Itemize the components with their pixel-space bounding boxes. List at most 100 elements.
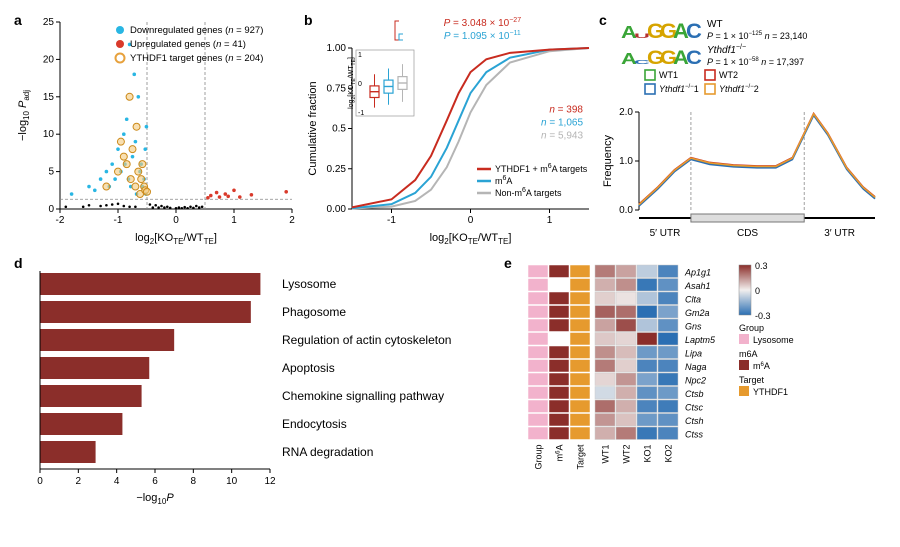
svg-text:8: 8 (191, 476, 197, 487)
svg-text:C: C (686, 47, 702, 69)
svg-text:P = 1 × 10−125 n = 23,140: P = 1 × 10−125 n = 23,140 (707, 31, 807, 41)
panel-b: b -1010.000.250.50.751.00log2[KOTE/WTTE]… (302, 12, 597, 247)
svg-text:YTHDF1: YTHDF1 (753, 387, 788, 397)
svg-text:0: 0 (358, 81, 362, 88)
panel-a: a -2-10120510152025log2[KOTE/WTTE]−log10… (12, 12, 302, 247)
svg-text:4: 4 (114, 476, 120, 487)
svg-text:10: 10 (226, 476, 238, 487)
svg-text:RNA degradation: RNA degradation (282, 445, 373, 459)
svg-text:0.75: 0.75 (327, 83, 347, 94)
svg-text:Apoptosis: Apoptosis (282, 361, 335, 375)
svg-text:Target: Target (739, 375, 765, 385)
panel-e: e Ap1g1Asah1CltaGm2aGnsLaptm5LipaNagaNpc… (502, 255, 887, 510)
svg-text:Downregulated genes (n = 927): Downregulated genes (n = 927) (130, 25, 263, 36)
svg-text:P = 3.048 × 10−27: P = 3.048 × 10−27 (444, 17, 522, 29)
svg-text:0: 0 (48, 204, 54, 215)
svg-text:1: 1 (547, 215, 553, 226)
svg-text:log2[KOTE/WTTE]: log2[KOTE/WTTE] (348, 57, 357, 109)
svg-text:Ythdf1−/−: Ythdf1−/− (707, 44, 746, 56)
svg-text:WT1: WT1 (601, 445, 611, 464)
svg-text:0: 0 (755, 286, 760, 296)
svg-text:2: 2 (289, 215, 295, 226)
pathway-bar-chart: Lysosome Phagosome Regulation of actin cyt… (12, 255, 502, 510)
svg-text:m6A: m6A (495, 175, 512, 186)
ecdf-plot: -1010.000.250.50.751.00log2[KOTE/WTTE]Cu… (302, 12, 597, 247)
svg-text:Ythdf1−/−2: Ythdf1−/−2 (719, 84, 759, 94)
svg-text:1.0: 1.0 (619, 156, 633, 167)
svg-text:0: 0 (173, 215, 179, 226)
svg-text:Ctsb: Ctsb (685, 389, 704, 399)
svg-text:-1: -1 (387, 215, 396, 226)
svg-text:1: 1 (231, 215, 237, 226)
svg-text:log2[KOTE/WTTE]: log2[KOTE/WTTE] (430, 232, 512, 246)
svg-text:YTHDF1 + m6A targets: YTHDF1 + m6A targets (495, 163, 588, 174)
svg-text:Endocytosis: Endocytosis (282, 417, 347, 431)
svg-text:KO1: KO1 (643, 445, 653, 463)
svg-text:Ap1g1: Ap1g1 (684, 268, 711, 278)
svg-text:Ctss: Ctss (685, 430, 704, 440)
metagene-plot: AUGGACACGGACWTP = 1 × 10−125 n = 23,140Y… (597, 12, 887, 247)
svg-text:Ctsc: Ctsc (685, 403, 704, 413)
svg-text:0.25: 0.25 (327, 164, 347, 175)
svg-text:5: 5 (48, 167, 54, 178)
svg-text:6: 6 (152, 476, 158, 487)
panel-d: d Lysosome Phagosome Regulation of actin c… (12, 255, 502, 510)
volcano-plot: -2-10120510152025log2[KOTE/WTTE]−log10 P… (12, 12, 302, 247)
svg-text:C: C (686, 19, 702, 42)
svg-text:Phagosome: Phagosome (282, 305, 346, 319)
svg-text:Chemokine signalling pathway: Chemokine signalling pathway (282, 389, 444, 403)
panel-e-label: e (504, 255, 512, 271)
svg-text:Upregulated genes (n = 41): Upregulated genes (n = 41) (130, 39, 246, 50)
svg-text:Group: Group (534, 445, 544, 470)
svg-text:Group: Group (739, 323, 764, 333)
panel-a-label: a (14, 12, 22, 28)
svg-text:log2[KOTE/WTTE]: log2[KOTE/WTTE] (135, 232, 217, 246)
svg-text:KO2: KO2 (664, 445, 674, 463)
svg-text:WT2: WT2 (719, 70, 738, 80)
svg-text:10: 10 (43, 129, 55, 140)
panel-c: c AUGGACACGGACWTP = 1 × 10−125 n = 23,14… (597, 12, 887, 247)
svg-text:Laptm5: Laptm5 (685, 335, 716, 345)
svg-text:-2: -2 (56, 215, 65, 226)
svg-text:Lysosome: Lysosome (753, 335, 794, 345)
svg-text:n = 398: n = 398 (549, 104, 583, 115)
svg-text:WT: WT (707, 19, 723, 30)
svg-text:20: 20 (43, 54, 55, 65)
svg-text:5′ UTR: 5′ UTR (650, 228, 681, 239)
svg-text:YTHDF1 target genes (n = 204): YTHDF1 target genes (n = 204) (130, 53, 263, 64)
svg-text:CDS: CDS (737, 228, 758, 239)
heatmap: Ap1g1Asah1CltaGm2aGnsLaptm5LipaNagaNpc2C… (502, 255, 887, 510)
svg-text:0.0: 0.0 (619, 205, 633, 216)
svg-text:0.3: 0.3 (755, 261, 768, 271)
svg-text:m6A: m6A (753, 361, 770, 371)
svg-text:1.00: 1.00 (327, 43, 347, 54)
svg-text:−log10 Padj: −log10 Padj (17, 90, 31, 141)
svg-text:0: 0 (37, 476, 43, 487)
svg-text:Npc2: Npc2 (685, 376, 706, 386)
svg-text:Non-m6A targets: Non-m6A targets (495, 187, 562, 198)
svg-text:Regulation of actin cytoskelet: Regulation of actin cytoskeleton (282, 333, 451, 347)
svg-text:Naga: Naga (685, 362, 707, 372)
svg-text:0.5: 0.5 (332, 124, 346, 135)
svg-text:-1: -1 (358, 110, 364, 117)
svg-text:-1: -1 (114, 215, 123, 226)
svg-text:m6A: m6A (555, 445, 565, 462)
svg-text:2.0: 2.0 (619, 107, 633, 118)
svg-text:−log10P: −log10P (136, 492, 174, 506)
panel-d-label: d (14, 255, 23, 271)
svg-text:1: 1 (358, 52, 362, 59)
svg-text:Ythdf1−/−1: Ythdf1−/−1 (659, 84, 699, 94)
svg-text:0.00: 0.00 (327, 204, 347, 215)
svg-text:3′ UTR: 3′ UTR (824, 228, 855, 239)
svg-text:n = 1,065: n = 1,065 (541, 117, 583, 128)
svg-text:15: 15 (43, 92, 55, 103)
svg-text:Frequency: Frequency (602, 135, 614, 187)
svg-text:Lipa: Lipa (685, 349, 702, 359)
svg-text:12: 12 (264, 476, 276, 487)
svg-text:Target: Target (576, 444, 586, 470)
svg-text:Lysosome: Lysosome (282, 277, 337, 291)
svg-text:2: 2 (76, 476, 82, 487)
panel-b-label: b (304, 12, 313, 28)
svg-text:n = 5,943: n = 5,943 (541, 130, 583, 141)
svg-text:Asah1: Asah1 (684, 281, 711, 291)
